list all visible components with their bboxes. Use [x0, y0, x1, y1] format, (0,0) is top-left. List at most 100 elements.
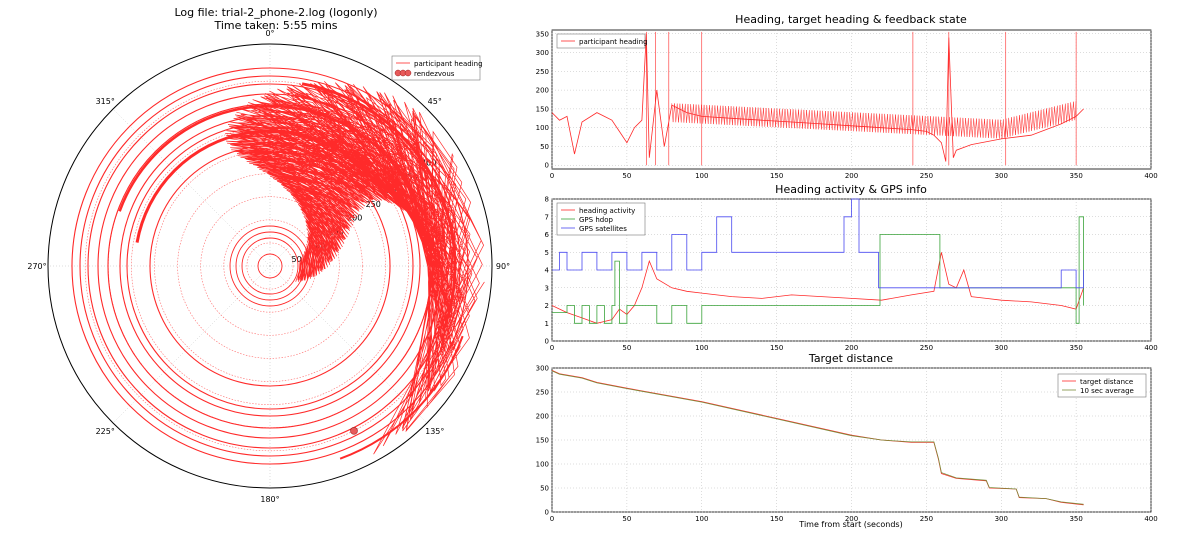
- x-tick-label: 200: [845, 344, 858, 352]
- y-tick-label: 0: [545, 338, 549, 346]
- y-tick-label: 0: [545, 162, 549, 170]
- polar-legend: participant heading rendezvous: [391, 55, 483, 81]
- x-tick-label: 150: [770, 344, 783, 352]
- x-tick-label: 150: [770, 515, 783, 523]
- polar-radius-label: 50: [292, 255, 302, 264]
- y-tick-label: 0: [545, 509, 549, 517]
- polar-outer-circle: [47, 43, 493, 489]
- polar-angle-label: 0°: [265, 29, 274, 38]
- x-tick-label: 50: [622, 344, 631, 352]
- y-tick-label: 100: [536, 461, 549, 469]
- x-tick-label: 100: [695, 172, 708, 180]
- polar-angle-label: 315°: [96, 97, 115, 106]
- legend-heading-label: participant heading: [414, 60, 483, 68]
- series-line-heading-activity: [551, 252, 1084, 324]
- distance-panel: Target distance Time from start (seconds…: [536, 352, 1158, 529]
- y-tick-label: 350: [536, 30, 549, 38]
- polar-angle-label: 45°: [428, 97, 442, 106]
- x-tick-label: 0: [550, 344, 554, 352]
- y-tick-label: 5: [545, 249, 549, 257]
- polar-title-line1: Log file: trial-2_phone-2.log (logonly): [174, 6, 377, 19]
- legend-label: GPS satellites: [579, 225, 627, 233]
- series-line-10-sec-average: [551, 370, 1084, 505]
- polar-angle-label: 180°: [260, 495, 279, 504]
- polar-heading-arc: [339, 335, 464, 460]
- legend-label: heading activity: [579, 207, 635, 215]
- polar-spoke: [112, 265, 271, 424]
- x-tick-label: 400: [1144, 172, 1157, 180]
- x-tick-label: 200: [845, 515, 858, 523]
- legend-label: target distance: [1080, 378, 1133, 386]
- polar-title-line2: Time taken: 5:55 mins: [213, 19, 337, 32]
- gps-panel-title: Heading activity & GPS info: [775, 183, 927, 196]
- polar-chart: 501001502002503003504000°45°90°135°180°2…: [27, 29, 510, 504]
- legend-label: participant heading: [579, 38, 648, 46]
- x-tick-label: 250: [920, 172, 933, 180]
- polar-grid-circle: [177, 173, 363, 359]
- heading-panel-title: Heading, target heading & feedback state: [735, 13, 967, 26]
- distance-x-axis-label: Time from start (seconds): [798, 520, 902, 529]
- heading-panel: Heading, target heading & feedback state…: [536, 13, 1158, 180]
- gps-panel: Heading activity & GPS info 0 50 100 150 200…: [545, 183, 1158, 352]
- x-tick-label: 300: [995, 515, 1008, 523]
- polar-angle-label: 90°: [496, 262, 510, 271]
- x-tick-label: 0: [550, 515, 554, 523]
- x-tick-label: 50: [622, 515, 631, 523]
- y-tick-label: 6: [545, 231, 550, 239]
- polar-angle-label: 225°: [96, 427, 115, 436]
- y-tick-label: 200: [536, 87, 549, 95]
- y-tick-label: 250: [536, 68, 549, 76]
- x-tick-label: 250: [920, 344, 933, 352]
- y-tick-label: 100: [536, 124, 549, 132]
- polar-radius-label: 200: [347, 214, 362, 223]
- y-tick-label: 200: [536, 413, 549, 421]
- heading-noise-band: [671, 100, 1077, 139]
- polar-heading-trace: [225, 81, 485, 455]
- polar-spoke: [269, 265, 428, 424]
- x-tick-label: 400: [1144, 344, 1157, 352]
- y-tick-label: 7: [545, 213, 549, 221]
- x-tick-label: 350: [1069, 515, 1082, 523]
- panel-legend: [556, 33, 646, 49]
- panel-legend: [1057, 373, 1147, 398]
- y-tick-label: 150: [536, 105, 549, 113]
- x-tick-label: 350: [1069, 172, 1082, 180]
- x-tick-label: 100: [695, 344, 708, 352]
- y-tick-label: 1: [545, 320, 549, 328]
- x-tick-label: 250: [920, 515, 933, 523]
- y-tick-label: 2: [545, 302, 549, 310]
- y-tick-label: 4: [545, 267, 550, 275]
- y-tick-label: 300: [536, 49, 549, 57]
- legend-label: GPS hdop: [579, 216, 613, 224]
- x-tick-label: 0: [550, 172, 554, 180]
- series-line-GPS-hdop: [552, 216, 1084, 324]
- legend-rendezvous-label: rendezvous: [414, 70, 455, 78]
- y-tick-label: 8: [545, 196, 549, 204]
- polar-grid-circle: [246, 242, 294, 290]
- x-tick-label: 100: [695, 515, 708, 523]
- polar-heading-ring: [257, 253, 283, 279]
- y-tick-label: 50: [540, 143, 549, 151]
- polar-heading-arc: [301, 82, 457, 330]
- y-tick-label: 250: [536, 389, 549, 397]
- x-tick-label: 300: [995, 344, 1008, 352]
- polar-grid-circle: [154, 150, 386, 382]
- legend-rendezvous-marker: [404, 69, 412, 77]
- x-tick-label: 350: [1069, 344, 1082, 352]
- polar-angle-label: 135°: [425, 427, 444, 436]
- x-tick-label: 200: [845, 172, 858, 180]
- polar-spoke: [112, 108, 271, 267]
- legend-label: 10 sec average: [1080, 387, 1134, 395]
- polar-heading-arc: [135, 129, 389, 243]
- x-tick-label: 400: [1144, 515, 1157, 523]
- polar-heading-arc: [118, 104, 422, 212]
- polar-heading-ring: [71, 67, 469, 465]
- series-line-GPS-satellites: [552, 198, 1084, 289]
- y-tick-label: 3: [545, 284, 549, 292]
- x-tick-label: 300: [995, 172, 1008, 180]
- rendezvous-marker: [350, 427, 358, 435]
- distance-panel-title: Target distance: [808, 352, 893, 365]
- y-tick-label: 50: [540, 485, 549, 493]
- polar-angle-label: 270°: [27, 262, 46, 271]
